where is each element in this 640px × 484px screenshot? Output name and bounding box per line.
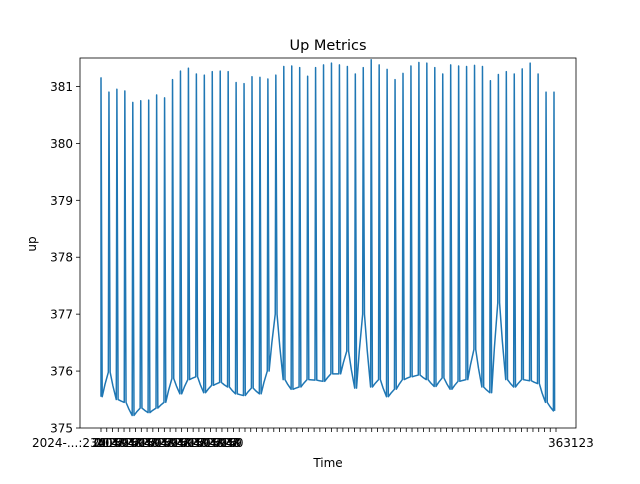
y-tick-label: 376: [50, 365, 73, 379]
x-tick-label: 2024-...:23: [32, 436, 98, 450]
x-axis-label: Time: [312, 456, 342, 470]
y-tick-label: 379: [50, 194, 73, 208]
y-axis-label: up: [25, 236, 39, 251]
plot-frame: [79, 57, 577, 429]
x-tick-label: 363123: [548, 436, 594, 450]
series-layer: [100, 58, 556, 417]
y-tick-label: 380: [50, 137, 73, 151]
y-tick-label: 375: [50, 422, 73, 436]
y-axis-ticks: 375 376 377 378 379 380 381: [50, 80, 80, 436]
series-line: [100, 58, 556, 417]
x-axis-tick-labels: 2024-...:2320240101012345678901234567890…: [32, 436, 594, 450]
y-tick-label: 381: [50, 80, 73, 94]
y-tick-label: 378: [50, 251, 73, 265]
chart-title: Up Metrics: [289, 38, 366, 54]
x-tick-label-overlap: 2024010101234567890123456789012345678901…: [92, 436, 243, 450]
x-axis-ticks: [100, 428, 557, 432]
y-tick-label: 377: [50, 308, 73, 322]
